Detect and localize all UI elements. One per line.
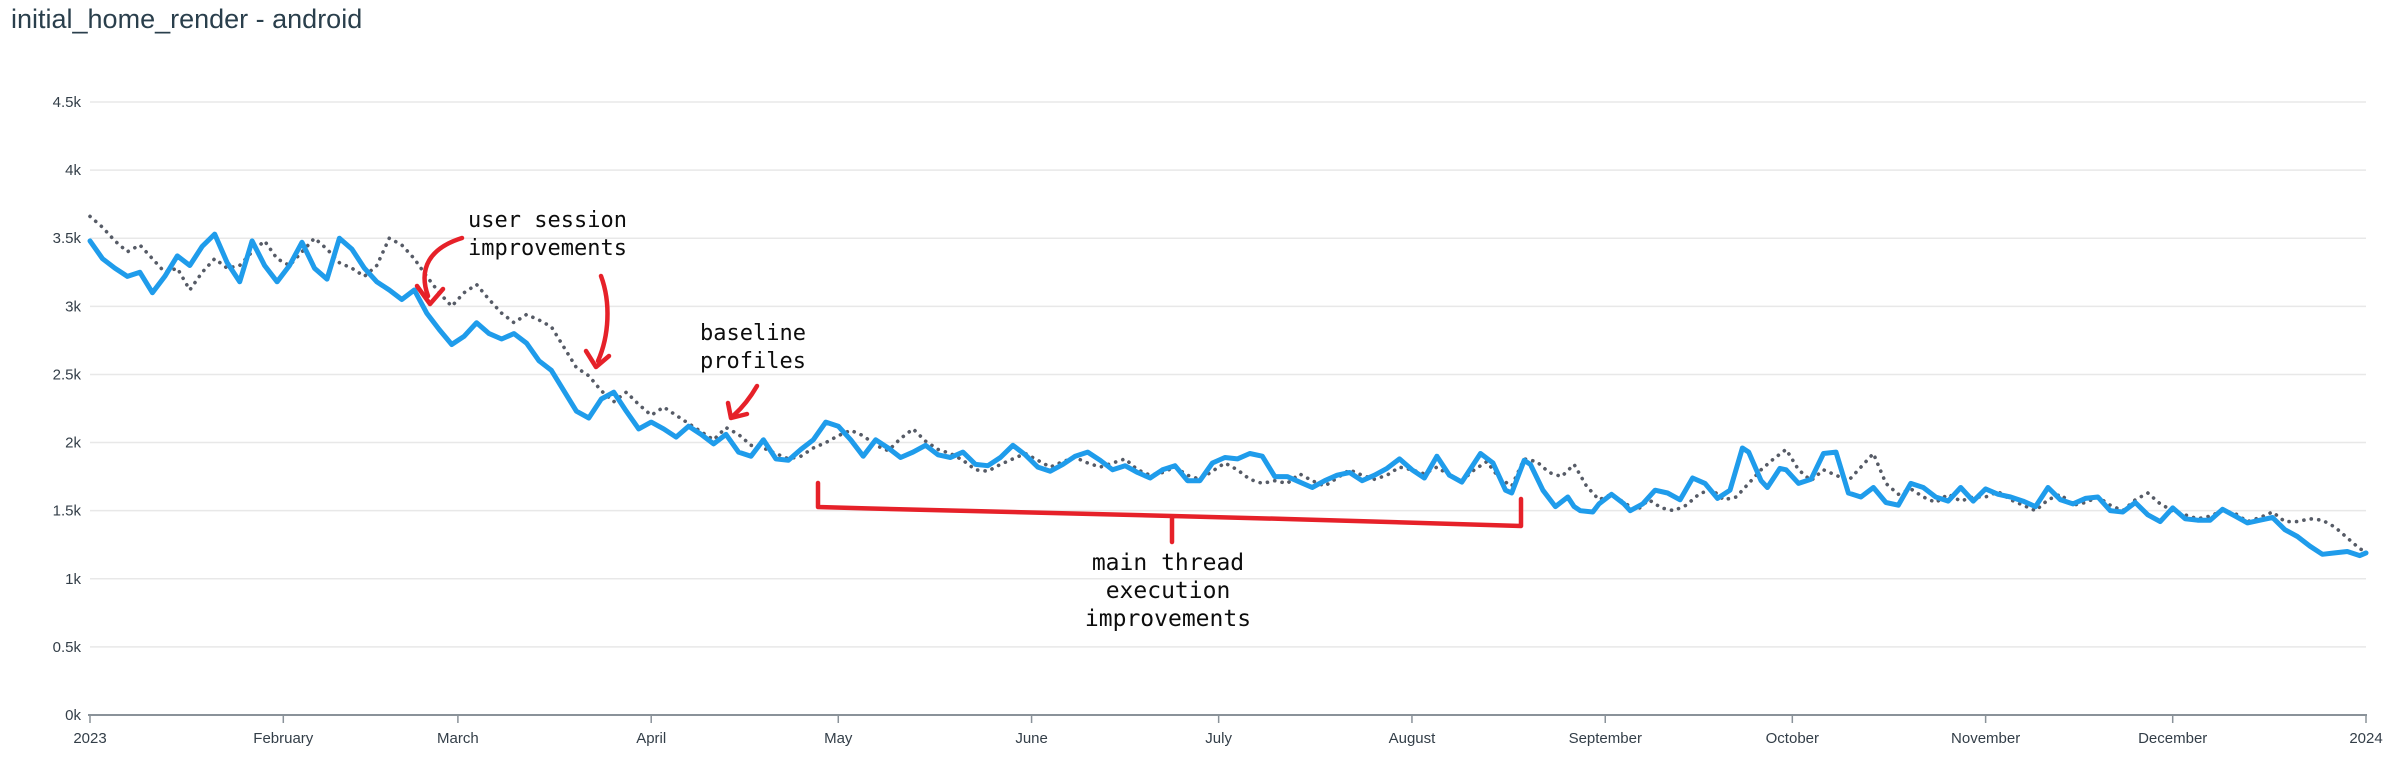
red-arrowhead-user-session-2 [583, 348, 612, 370]
red-arrowhead-baseline-profiles [725, 400, 750, 421]
annotation-baseline-profiles-line2: profiles [700, 349, 806, 374]
y-tick-label-1.5k: 1.5k [53, 503, 82, 520]
x-tick-label-2024: 2024 [2349, 730, 2382, 747]
y-tick-label-4.5k: 4.5k [53, 94, 82, 111]
x-tick-label-March: March [437, 730, 479, 747]
y-tick-label-0k: 0k [65, 707, 81, 724]
x-tick-label-September: September [1569, 730, 1642, 747]
y-tick-label-2.5k: 2.5k [53, 366, 82, 383]
red-bracket-main-thread [815, 480, 1524, 545]
red-arrow-user-session-1 [422, 235, 465, 299]
annotation-main-thread-line2: execution [1106, 578, 1231, 604]
series-current-solid [87, 231, 2369, 559]
annotation-baseline-profiles-line1: baseline [700, 321, 806, 346]
x-tick-label-November: November [1951, 730, 2020, 747]
x-tick-label-May: May [824, 730, 853, 747]
annotation-user-session-line2: improvements [468, 236, 627, 261]
x-tick-label-December: December [2138, 730, 2207, 747]
y-tick-label-3k: 3k [65, 298, 81, 315]
red-arrow-user-session-2 [595, 273, 610, 364]
y-tick-label-1k: 1k [65, 571, 81, 588]
x-tick-label-February: February [253, 730, 314, 747]
grid-layer: 4.5k 4k 3.5k 3k 2.5k 2k 1.5k 1k 0.5k 0k 2023 Februa… [53, 94, 2383, 747]
x-tick-label-August: August [1389, 730, 1437, 747]
x-tick-label-June: June [1015, 730, 1048, 747]
red-arrow-baseline-profiles [731, 383, 760, 418]
annotation-main-thread-line3: improvements [1085, 606, 1251, 632]
series-layer [87, 214, 2369, 559]
x-tick-label-October: October [1766, 730, 1819, 747]
x-tick-label-2023: 2023 [73, 730, 106, 747]
red-arrowhead-user-session-1 [414, 283, 446, 307]
y-tick-label-4k: 4k [65, 162, 81, 179]
annotation-main-thread-line1: main thread [1092, 550, 1244, 576]
y-tick-label-0.5k: 0.5k [53, 639, 82, 656]
chart-title: initial_home_render - android [11, 4, 363, 34]
annotation-layer: user session improvements baseline profi… [414, 208, 1524, 632]
x-tick-label-July: July [1205, 730, 1232, 747]
x-tick-label-April: April [636, 730, 666, 747]
annotation-user-session-line1: user session [468, 208, 627, 233]
y-tick-label-3.5k: 3.5k [53, 230, 82, 247]
y-tick-label-2k: 2k [65, 435, 81, 452]
